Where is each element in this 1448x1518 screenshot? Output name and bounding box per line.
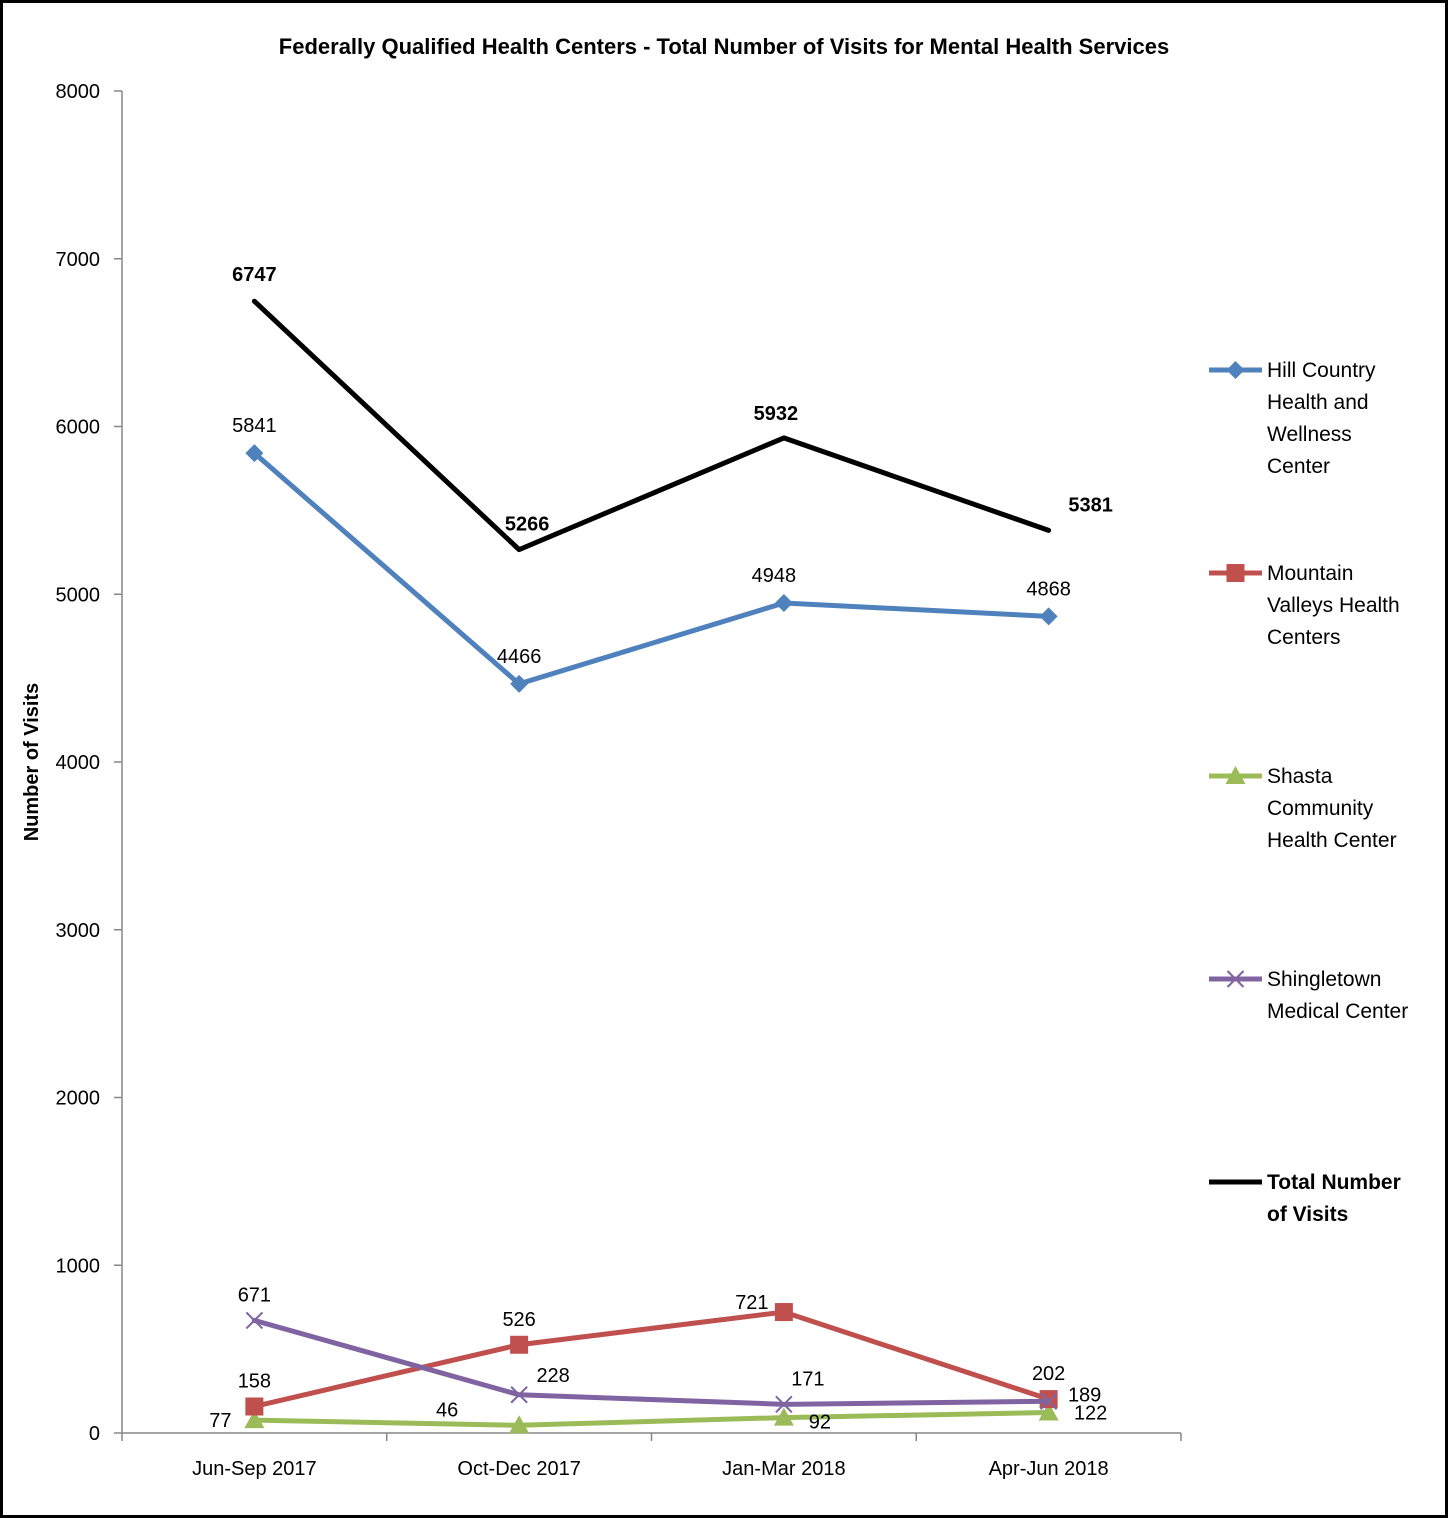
y-axis-label: Number of Visits xyxy=(21,683,43,842)
y-tick-label: 7000 xyxy=(56,249,101,271)
data-label: 721 xyxy=(735,1292,768,1314)
x-stroke xyxy=(1226,970,1245,988)
data-point xyxy=(509,1415,530,1434)
data-label: 189 xyxy=(1068,1384,1101,1406)
x-tick-label: Jan-Mar 2018 xyxy=(722,1458,845,1480)
data-label: 526 xyxy=(502,1309,535,1331)
data-label: 4466 xyxy=(497,646,542,668)
data-label: 171 xyxy=(791,1368,824,1390)
series-layer xyxy=(244,298,1059,1434)
x-stroke xyxy=(245,1311,264,1330)
y-tick-label: 1000 xyxy=(56,1255,101,1277)
legend-label: Hill Country xyxy=(1267,359,1376,382)
x-stroke xyxy=(775,1395,793,1414)
series-line xyxy=(251,1410,1052,1428)
data-label: 5932 xyxy=(754,403,799,425)
data-point xyxy=(774,1303,793,1322)
data-point xyxy=(245,444,264,463)
data-point xyxy=(510,1386,528,1404)
y-tick-label: 0 xyxy=(89,1423,100,1445)
x-tick-label: Oct-Dec 2017 xyxy=(457,1458,580,1480)
data-label: 202 xyxy=(1032,1363,1065,1385)
data-point xyxy=(245,1311,264,1330)
data-point xyxy=(774,593,793,612)
data-label: 122 xyxy=(1074,1403,1107,1425)
x-tick-label: Apr-Jun 2018 xyxy=(989,1458,1109,1480)
legend-swatch-marker xyxy=(1226,564,1245,582)
legend-swatch-marker xyxy=(1226,361,1245,379)
y-tick-label: 8000 xyxy=(56,81,101,103)
y-tick-label: 4000 xyxy=(56,752,101,774)
data-point xyxy=(775,1395,793,1414)
legend-label: Shasta xyxy=(1267,765,1333,788)
data-point xyxy=(1039,1392,1058,1411)
y-tick-label: 3000 xyxy=(56,920,101,942)
data-label: 5266 xyxy=(505,514,550,536)
data-point xyxy=(245,1397,264,1416)
legend-label: Health Center xyxy=(1267,829,1397,852)
data-labels: 5841 4466 4948 4868 158 526 721 202 77 46 92 122 671… xyxy=(209,264,1113,1433)
legend-label: of Visits xyxy=(1267,1203,1348,1226)
data-point xyxy=(244,1410,265,1429)
series-line xyxy=(251,1317,1052,1407)
legend-label: Centers xyxy=(1267,626,1341,649)
data-label: 6747 xyxy=(232,264,277,286)
series-2 xyxy=(244,1402,1059,1434)
series-line xyxy=(251,298,1052,553)
legend-label: Wellness xyxy=(1267,423,1352,446)
series-line xyxy=(251,450,1052,687)
legend-label: Health and xyxy=(1267,391,1369,414)
series-3 xyxy=(245,1311,1058,1414)
y-tick-label: 2000 xyxy=(56,1088,101,1110)
data-label: 4868 xyxy=(1026,578,1071,600)
legend-item: Total Number of Visits xyxy=(1209,1171,1401,1226)
data-label: 4948 xyxy=(752,565,797,587)
data-label: 92 xyxy=(809,1412,831,1434)
legend-label: Center xyxy=(1267,455,1330,478)
axes: 0 1000 2000 3000 4000 5000 6000 7000 8000 Jun-Sep… xyxy=(56,81,1182,1480)
series-0 xyxy=(245,444,1058,693)
legend-label: Total Number xyxy=(1267,1171,1401,1194)
legend-item: Hill Country Health and Wellness Center xyxy=(1209,359,1376,478)
x-tick-label: Jun-Sep 2017 xyxy=(192,1458,317,1480)
data-point xyxy=(510,1335,529,1354)
chart-title: Federally Qualified Health Centers - Tot… xyxy=(279,34,1169,59)
data-label: 5381 xyxy=(1068,494,1113,516)
data-point xyxy=(1039,607,1058,626)
legend-label: Mountain xyxy=(1267,562,1353,585)
data-label: 671 xyxy=(238,1284,271,1306)
data-label: 46 xyxy=(436,1399,458,1421)
legend: Hill Country Health and Wellness Center Moun… xyxy=(1209,359,1408,1226)
legend-swatch-marker xyxy=(1225,766,1246,784)
y-tick-label: 5000 xyxy=(56,584,101,606)
data-point xyxy=(510,674,529,693)
data-label: 5841 xyxy=(232,415,277,437)
legend-item: Shingletown Medical Center xyxy=(1209,968,1408,1023)
data-point xyxy=(773,1407,794,1426)
data-point xyxy=(1038,1402,1059,1421)
y-tick-label: 6000 xyxy=(56,417,101,439)
data-label: 228 xyxy=(536,1365,569,1387)
series-4 xyxy=(251,298,1052,553)
series-line xyxy=(251,1309,1052,1409)
legend-label: Medical Center xyxy=(1267,1000,1408,1023)
legend-swatch-marker xyxy=(1226,970,1245,988)
legend-label: Shingletown xyxy=(1267,968,1381,991)
x-stroke xyxy=(1039,1392,1058,1411)
data-label: 77 xyxy=(209,1410,231,1432)
legend-item: Mountain Valleys Health Centers xyxy=(1209,562,1400,649)
data-label: 158 xyxy=(238,1370,271,1392)
legend-label: Community xyxy=(1267,797,1374,820)
legend-item: Shasta Community Health Center xyxy=(1209,765,1397,852)
x-stroke xyxy=(510,1386,528,1404)
legend-label: Valleys Health xyxy=(1267,594,1400,617)
